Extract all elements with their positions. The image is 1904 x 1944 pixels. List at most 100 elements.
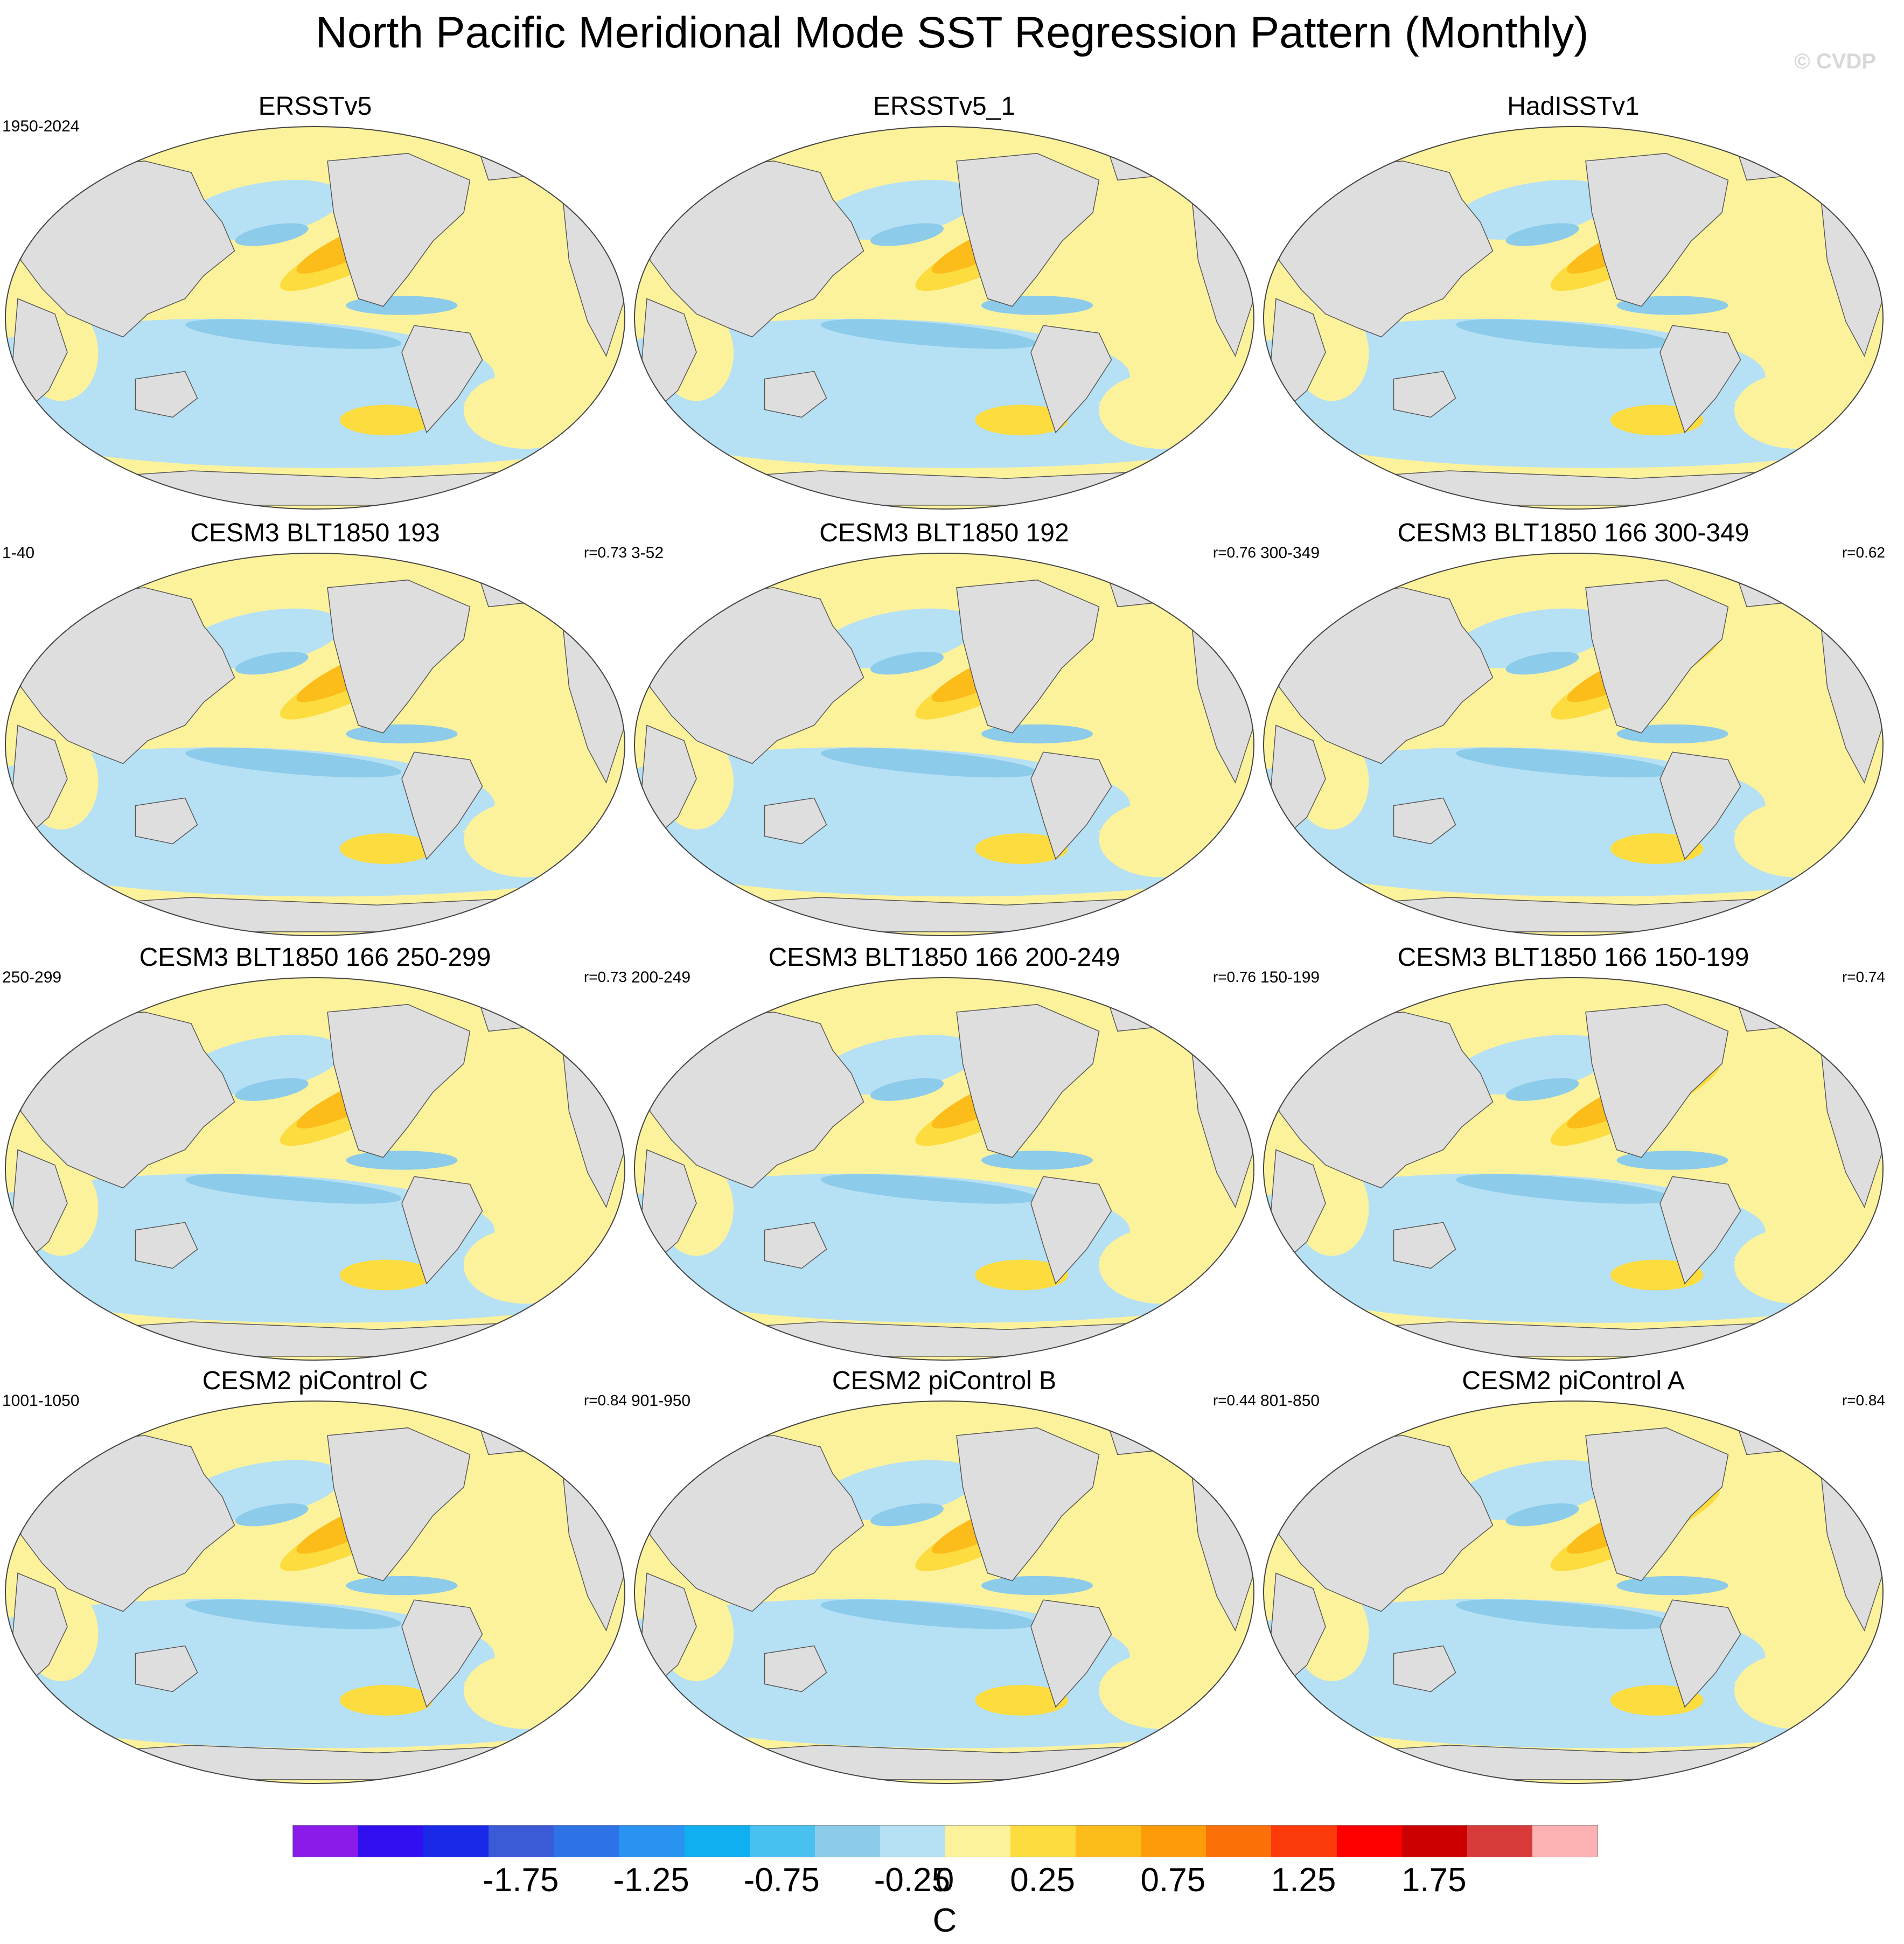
land-eurasia [17,587,235,764]
colorbar-swatch [1206,1825,1272,1857]
anomaly-region [981,1576,1093,1595]
panel-period: 3-52 [631,544,664,562]
colorbar-tick-label: 0.25 [1010,1862,1075,1899]
anomaly-region [482,215,569,300]
panel-period: 250-299 [2,968,62,986]
anomaly-region [1734,800,1858,877]
map-panel-11: CESM2 piControl B 901-950 r=0.44 [629,1366,1259,1792]
panel-title: CESM3 BLT1850 193 [190,519,440,547]
land-south-america [1659,1599,1741,1708]
anomaly-region [1505,1503,1579,1527]
map-outline [634,126,1254,510]
land-antarctica [650,897,1239,932]
land-australia [135,1645,198,1692]
sst-regression-map [1263,126,1884,510]
land-australia [135,797,198,845]
panel-correlation: r=0.76 [1212,968,1256,985]
anomaly-region [464,372,588,449]
land-north-america [956,579,1100,734]
map-outline [634,977,1254,1361]
colorbar-swatch [1271,1825,1337,1857]
anomaly-region [235,651,309,675]
land-antarctica [20,897,610,932]
anomaly-region [1753,1070,1840,1155]
anomaly-region [1734,372,1858,449]
map-panel-7: CESM3 BLT1850 166 250-299 250-299 r=0.73 [0,943,630,1368]
anomaly-region [820,1599,1037,1629]
land-south-america [1659,751,1741,860]
anomaly-region [820,1174,1037,1204]
colorbar-swatch [358,1825,424,1857]
land-eurasia [646,1012,864,1189]
anomaly-region [1118,1070,1204,1155]
anomaly-region [340,1259,433,1291]
land-antarctica [20,1745,610,1780]
land-north-america [956,1004,1100,1158]
anomaly-region [975,833,1068,864]
colorbar-tick-label: -1.25 [613,1862,689,1899]
anomaly-region [346,724,458,744]
land-south-america [1659,1176,1741,1285]
anomaly-region [482,1070,569,1155]
anomaly-region [870,223,944,246]
map-panel-5: CESM3 BLT1850 192 3-52 r=0.76 [629,518,1259,944]
map-outline [5,1400,625,1784]
land-south-america [1659,325,1741,434]
anomaly-region [975,1685,1068,1716]
colorbar-swatch [880,1825,945,1857]
anomaly-region [482,1495,569,1580]
anomaly-region [1753,215,1840,300]
panel-correlation: r=0.73 [583,544,627,561]
map-panel-4: CESM3 BLT1850 193 1-40 r=0.73 [0,518,630,944]
anomaly-region [340,833,433,864]
land-north-america [956,1427,1100,1581]
map-panel-12: CESM2 piControl A 801-850 r=0.84 [1258,1366,1888,1792]
colorbar-swatch [489,1825,554,1857]
anomaly-region [1456,1174,1672,1204]
colorbar-swatch [619,1825,685,1857]
land-australia [1393,797,1456,845]
anomaly-region [340,405,433,436]
copyright-label: © CVDP [1794,50,1876,73]
colorbar-swatch [749,1825,815,1857]
panel-title: CESM2 piControl B [832,1367,1057,1395]
map-panel-10: CESM2 piControl C 1001-1050 r=0.84 [0,1366,630,1792]
map-panel-1: ERSSTv5 1950-2024 [0,92,630,517]
land-eurasia [17,161,235,338]
anomaly-region [1505,1078,1579,1101]
panel-correlation: r=0.44 [1212,1392,1256,1409]
anomaly-region [185,319,402,349]
sst-regression-map [1263,977,1884,1361]
anomaly-region [346,1576,458,1595]
anomaly-region [340,1685,433,1716]
panel-correlation: r=0.74 [1842,968,1885,985]
land-australia [135,371,198,418]
land-eurasia [17,1435,235,1612]
panel-period: 300-349 [1260,544,1320,562]
panel-title: CESM2 piControl C [202,1367,428,1395]
anomaly-region [1734,1227,1858,1304]
colorbar-swatch [684,1825,750,1857]
map-outline [1263,553,1884,936]
map-panel-3: HadISSTv1 [1258,92,1888,517]
land-antarctica [1279,1745,1868,1780]
land-south-america [401,325,483,434]
land-eurasia [646,1435,864,1612]
land-australia [1393,371,1456,418]
colorbar-swatch [1076,1825,1141,1857]
anomaly-region [346,1151,458,1170]
figure-title: North Pacific Meridional Mode SST Regres… [315,8,1589,57]
panel-correlation: r=0.84 [1842,1392,1885,1409]
panel-title: ERSSTv5 [258,92,372,121]
colorbar-swatch [423,1825,489,1857]
panel-period: 901-950 [631,1392,691,1410]
map-outline [1263,126,1884,510]
land-south-america [401,1599,483,1708]
anomaly-region [185,748,402,778]
panel-period: 801-850 [1260,1392,1320,1410]
colorbar-swatch [945,1825,1011,1857]
anomaly-region [870,1503,944,1527]
colorbar-tick-label: 1.25 [1271,1862,1336,1899]
land-north-america [327,579,471,734]
anomaly-region [464,1227,588,1304]
